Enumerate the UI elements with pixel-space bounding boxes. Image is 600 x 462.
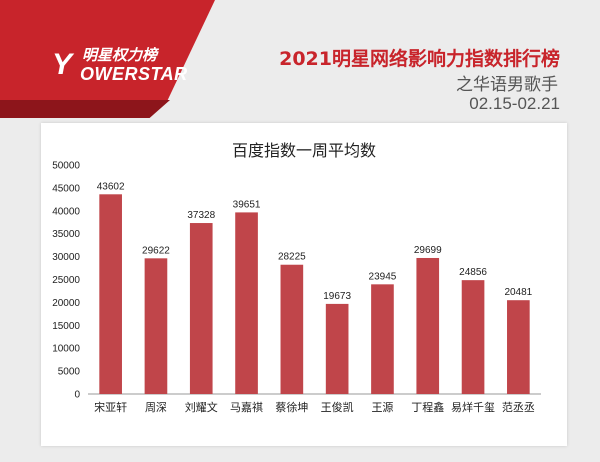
data-label: 39651 bbox=[233, 199, 261, 210]
data-label: 29699 bbox=[414, 245, 442, 256]
y-tick-label: 15000 bbox=[52, 321, 80, 332]
y-tick-label: 10000 bbox=[52, 344, 80, 355]
page-title: 2021明星网络影响力指数排行榜 bbox=[279, 48, 560, 70]
x-tick-label: 王俊凯 bbox=[321, 400, 354, 414]
bar bbox=[371, 284, 394, 394]
brand-name-en: OWERSTAR bbox=[80, 64, 188, 84]
y-tick-label: 40000 bbox=[52, 206, 80, 217]
data-label: 20481 bbox=[504, 287, 532, 298]
bar bbox=[325, 303, 349, 394]
x-tick-label: 宋亚轩 bbox=[94, 400, 127, 414]
date-range: 02.15-02.21 bbox=[469, 94, 560, 113]
bar bbox=[144, 258, 168, 394]
x-tick-label: 王源 bbox=[371, 400, 393, 414]
bar bbox=[235, 212, 258, 394]
bar bbox=[507, 300, 530, 394]
x-tick-label: 范丞丞 bbox=[502, 400, 535, 414]
page-subtitle: 之华语男歌手 bbox=[456, 75, 558, 95]
chart-title: 百度指数一周平均数 bbox=[231, 141, 376, 160]
chart-panel: 百度指数一周平均数 0 5000 10000 15000 20000 25000 30000… bbox=[41, 123, 567, 446]
bar bbox=[461, 280, 485, 394]
bar bbox=[416, 257, 440, 394]
x-tick-label: 马嘉祺 bbox=[230, 400, 263, 414]
data-label: 28225 bbox=[278, 252, 306, 263]
data-label: 24856 bbox=[459, 267, 487, 278]
x-tick-label: 蔡徐坤 bbox=[275, 400, 308, 414]
y-tick-label: 25000 bbox=[52, 275, 80, 286]
data-label: 29622 bbox=[142, 245, 170, 256]
y-tick-label: 5000 bbox=[58, 367, 81, 378]
data-label: 43602 bbox=[97, 181, 125, 192]
y-tick-label: 0 bbox=[74, 390, 80, 401]
x-tick-label: 周深 bbox=[145, 401, 167, 414]
brand-name-cn: 明星权力榜 bbox=[82, 46, 158, 64]
data-label: 37328 bbox=[187, 210, 215, 221]
y-tick-label: 35000 bbox=[52, 229, 80, 240]
bar bbox=[99, 194, 122, 394]
x-tick-label: 刘耀文 bbox=[185, 400, 218, 414]
header-banner-shadow bbox=[0, 100, 170, 118]
data-label: 19673 bbox=[323, 291, 351, 302]
x-tick-label: 易烊千玺 bbox=[451, 400, 495, 414]
bar bbox=[280, 264, 304, 394]
y-tick-label: 50000 bbox=[52, 161, 80, 172]
y-tick-label: 45000 bbox=[52, 183, 80, 194]
x-tick-label: 丁程鑫 bbox=[411, 400, 444, 414]
bar bbox=[189, 223, 213, 394]
bar-chart: 0 5000 10000 15000 20000 25000 30000 35000 40000… bbox=[52, 161, 541, 414]
brand-logo-mark: Y bbox=[52, 48, 73, 81]
y-tick-label: 20000 bbox=[52, 298, 80, 309]
y-tick-label: 30000 bbox=[52, 252, 80, 263]
data-label: 23945 bbox=[369, 271, 397, 282]
